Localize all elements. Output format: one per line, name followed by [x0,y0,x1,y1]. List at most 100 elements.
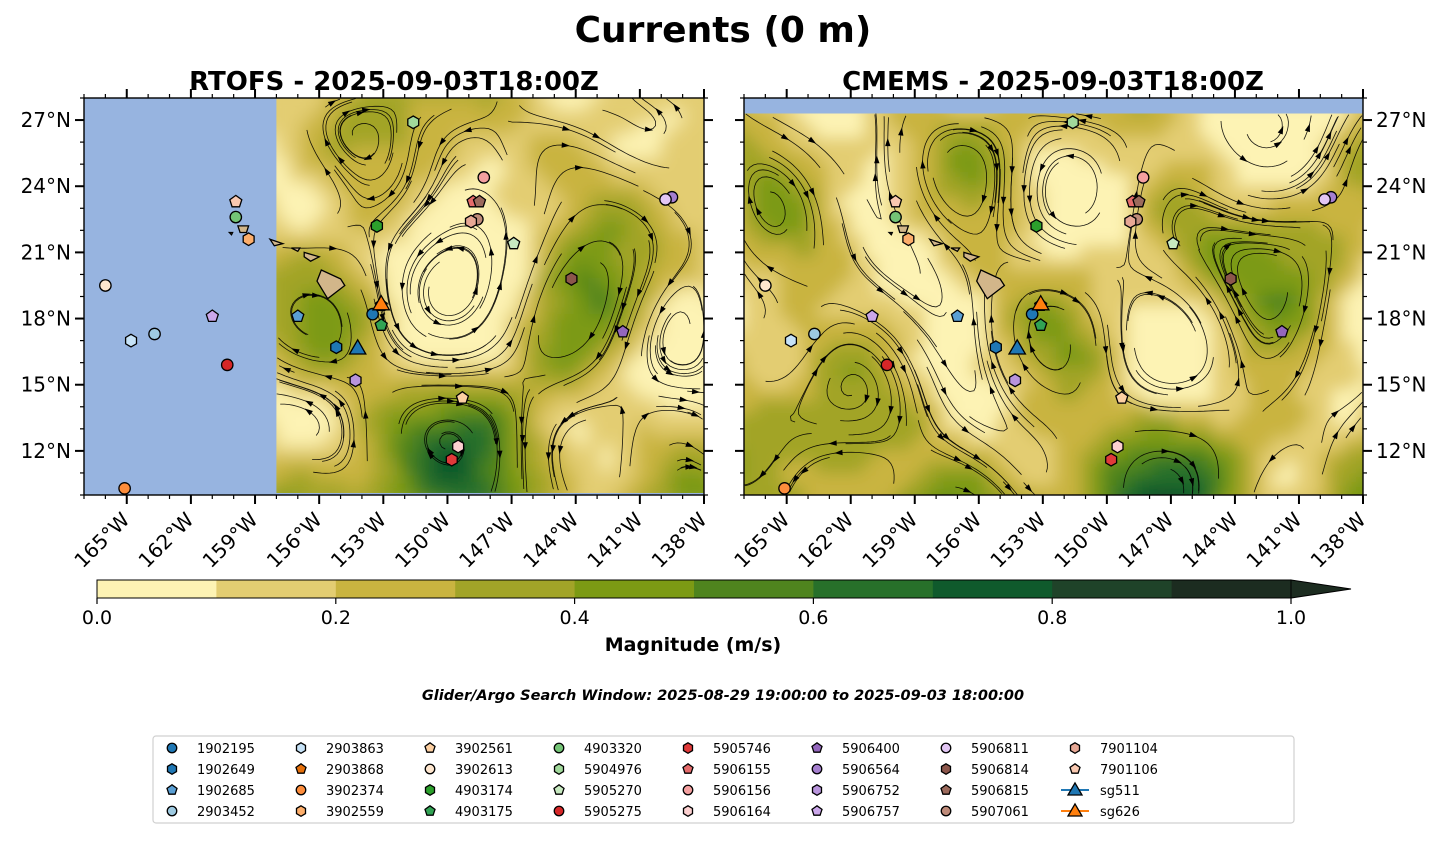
marker-legend-4903320 [553,742,565,754]
legend-label: 5906757 [842,805,900,820]
marker-float-3902613 [758,279,772,292]
island-shape [928,237,945,247]
legend-label: 5904976 [584,763,642,778]
legend-item-5907061: 5907061 [940,805,1029,820]
marker-float-4903174 [370,218,384,233]
x-tick-label: 153°W [985,507,1050,572]
marker-float-5906156 [1136,171,1150,184]
marker-legend-4903174 [424,784,436,797]
marker-float-7901104 [1124,214,1137,229]
legend-item-1902685: 1902685 [166,783,255,799]
marker-float-5906400 [1275,324,1289,338]
x-tick-label: 144°W [518,507,583,572]
x-tick-label: 159°W [198,507,263,572]
legend-label: 5906156 [713,784,771,799]
colorbar-tick-label: 0.6 [798,607,828,629]
marker-float-5906156 [477,171,491,184]
marker-legend-5906811 [940,742,952,754]
marker-legend-5906752 [811,784,823,797]
legend-label: 5906400 [842,742,900,757]
y-tick-label: 12°N [1376,439,1426,463]
legend-label: 3902561 [455,742,513,757]
island-shape [227,231,234,236]
x-tick-label: 153°W [326,507,391,572]
marker-legend-5906815 [940,783,952,795]
legend-label: 3902613 [455,763,513,778]
legend-label: 7901106 [1100,763,1158,778]
legend-item-5906155: 5906155 [682,762,771,778]
island-shape [291,247,302,253]
marker-float-1902649 [989,340,1002,355]
marker-float-1902685 [950,309,965,323]
marker-float-5905275 [220,358,234,372]
marker-float-1902685 [291,309,305,323]
x-tick-label: 147°W [454,507,519,572]
marker-legend-5905270 [553,783,565,795]
legend-item-5905746: 5905746 [682,742,771,757]
marker-legend-5905746 [682,742,694,755]
marker-legend-5906164 [682,805,694,818]
marker-legend-sg626 [1066,802,1084,817]
colorbar-tick-label: 0.2 [321,607,351,629]
marker-legend-5907061 [940,805,952,817]
legend-label: 5906752 [842,784,900,799]
x-tick-label: 165°W [729,507,794,572]
island-shape [950,247,961,253]
marker-float-4903175 [374,318,388,331]
legend-label: 2903868 [326,763,384,778]
marker-glider-sg511 [348,338,367,355]
marker-float-2903452 [148,327,161,341]
legend-item-5906815: 5906815 [940,783,1029,799]
panel-left-islands [227,225,346,300]
panel-left-streamlines [276,98,704,493]
legend-item-4903174: 4903174 [424,784,513,799]
panel-left-title: RTOFS - 2025-09-03T18:00Z [189,67,599,97]
y-tick-label: 15°N [1376,373,1426,397]
island-shape [316,269,346,300]
marker-legend-1902649 [166,763,178,776]
colorbar-bin [813,580,934,598]
legend-item-1902649: 1902649 [166,763,255,778]
marker-float-3902559 [242,232,255,247]
marker-legend-1902195 [166,742,178,754]
marker-legend-5906757 [811,804,823,816]
x-tick-label: 162°W [133,507,198,572]
island-shape [236,225,250,234]
y-tick-label: 12°N [21,439,71,463]
marker-float-5905270 [506,236,521,250]
marker-legend-5905275 [553,805,565,817]
marker-float-5904976 [1066,115,1079,130]
y-tick-label: 24°N [21,174,71,198]
legend-label: 4903174 [455,784,513,799]
legend-item-7901104: 7901104 [1069,742,1158,757]
legend-item-3902374: 3902374 [295,784,384,799]
y-tick-label: 27°N [1376,108,1426,132]
marker-glider-sg626 [371,294,391,311]
marker-float-5906814 [1224,271,1237,286]
island-shape [896,225,910,234]
legend-item-2903863: 2903863 [295,742,384,757]
legend-label: 5905270 [584,784,642,799]
x-tick-label: 156°W [921,507,986,572]
y-tick-label: 18°N [21,307,71,331]
legend-label: 4903320 [584,742,642,757]
legend-label: 5906155 [713,763,771,778]
y-tick-label: 21°N [1376,240,1426,264]
marker-legend-3902559 [295,805,307,818]
marker-float-4903320 [229,210,243,224]
legend-item-5906400: 5906400 [811,741,900,757]
marker-float-5904976 [407,115,420,130]
y-tick-label: 24°N [1376,174,1426,198]
legend-item-2903452: 2903452 [166,805,255,820]
marker-float-5906400 [616,324,630,338]
panel-right-streamlines [744,113,1363,495]
colorbar-tick-label: 0.0 [82,607,112,629]
legend-label: 5906164 [713,805,771,820]
marker-float-2903863 [784,333,798,348]
marker-float-5906752 [349,373,362,388]
marker-float-5906815 [472,194,487,208]
legend-label: 5905746 [713,742,771,757]
marker-float-5906757 [205,309,220,323]
panel-right-title: CMEMS - 2025-09-03T18:00Z [842,67,1264,97]
island-shape [268,237,286,247]
